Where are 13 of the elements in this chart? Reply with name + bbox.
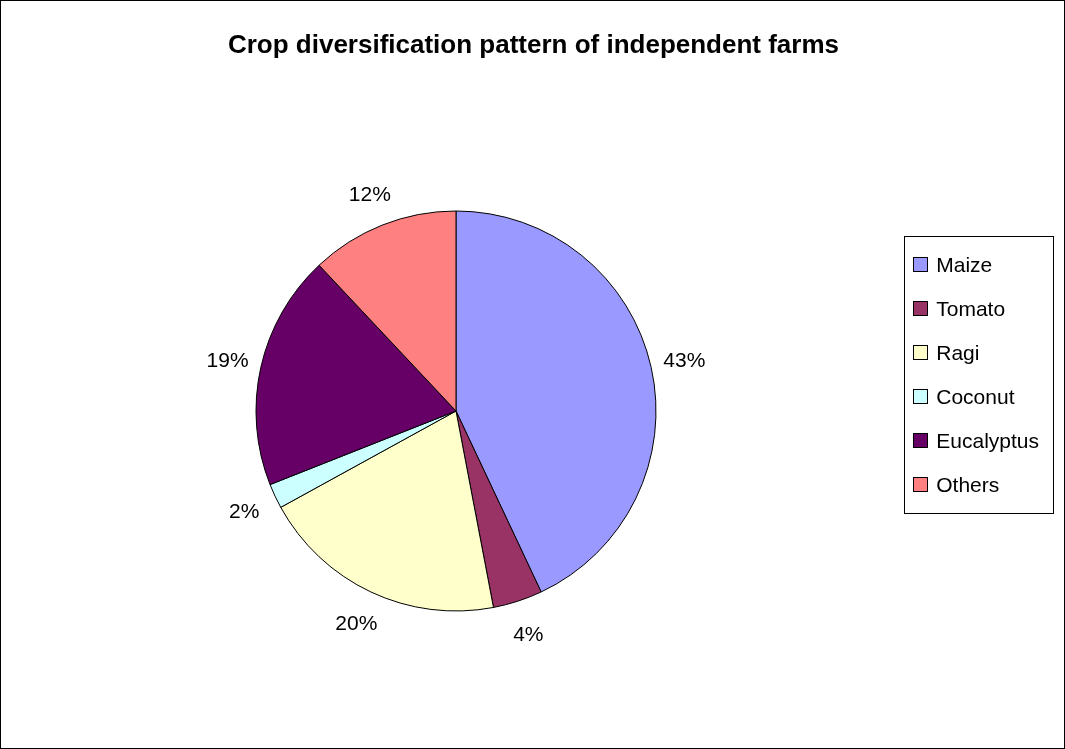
legend-label: Coconut <box>936 384 1015 409</box>
data-label: 2% <box>229 499 260 523</box>
legend-label: Tomato <box>936 296 1006 321</box>
data-label: 43% <box>663 348 706 372</box>
legend-label: Eucalyptus <box>936 428 1039 453</box>
data-label: 4% <box>513 622 544 646</box>
legend-label: Maize <box>936 252 993 277</box>
chart-title: Crop diversification pattern of independent farms <box>226 29 841 60</box>
data-label: 12% <box>348 181 391 205</box>
data-label: 20% <box>335 611 378 635</box>
legend-label: Ragi <box>936 340 980 365</box>
data-label: 19% <box>206 348 249 372</box>
legend-label: Others <box>936 472 1000 497</box>
